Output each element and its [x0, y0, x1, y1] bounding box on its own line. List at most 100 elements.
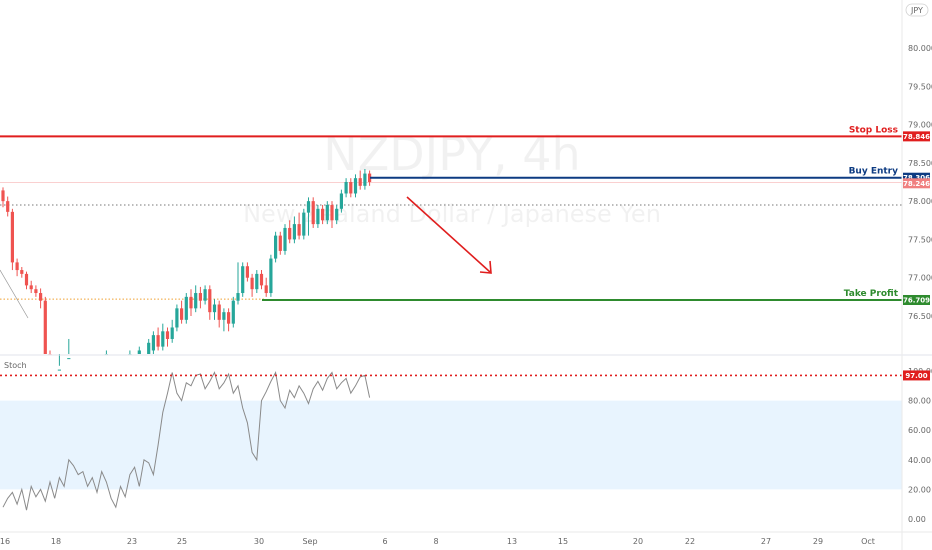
candle	[29, 280, 33, 294]
candle	[241, 262, 245, 297]
currency-badge[interactable]: JPY	[905, 3, 929, 17]
candle	[297, 212, 301, 240]
price-tag	[903, 172, 930, 183]
price-tick-label: 77.500	[908, 235, 932, 244]
candle	[212, 299, 217, 320]
candle	[208, 285, 212, 320]
candle	[274, 231, 278, 263]
candle	[222, 308, 226, 332]
price-tag-text: 78.306	[903, 174, 930, 182]
candle	[34, 285, 38, 297]
time-tick-label: 15	[558, 537, 568, 546]
candle	[184, 293, 188, 324]
time-tick-label: 6	[382, 537, 387, 546]
price-tick-label: 78.500	[908, 159, 932, 168]
trade-levels[interactable]: Stop Loss 78.846 Buy Entry 78.306 Take Profi…	[0, 125, 930, 305]
candle	[255, 270, 259, 294]
candle	[180, 300, 184, 324]
candle	[250, 273, 254, 297]
candle	[283, 224, 287, 255]
stoch-tick-label: 20.00	[908, 485, 931, 494]
candle	[344, 178, 348, 198]
level-label: Stop Loss	[849, 125, 898, 135]
time-axis[interactable]: 16 18 23 25 30 Sep 6 8 13 15 20 22 27 29 Oct	[0, 537, 875, 546]
time-tick-label: Oct	[861, 537, 875, 546]
last-price-tag: 78.246	[903, 178, 930, 189]
candle	[156, 327, 160, 351]
candles	[1, 168, 372, 371]
candle	[203, 285, 207, 305]
candle	[335, 204, 339, 225]
price-tick-label: 80.000	[908, 44, 932, 53]
candle	[231, 296, 235, 328]
indicator-label: Stoch	[4, 361, 27, 370]
candle	[57, 354, 61, 371]
price-tag	[903, 131, 930, 142]
stoch-band	[0, 400, 902, 490]
candle	[358, 170, 362, 190]
price-tag-text: 78.846	[903, 133, 930, 141]
level-buy-entry[interactable]: Buy Entry 78.306	[370, 167, 930, 183]
candle	[10, 208, 14, 271]
candle	[24, 271, 29, 290]
candle	[292, 216, 296, 244]
level-label: Take Profit	[844, 289, 899, 299]
stoch-tick-label: 80.00	[908, 397, 931, 406]
candle	[6, 196, 10, 217]
candle	[137, 346, 141, 354]
candle	[339, 189, 343, 213]
candle	[1, 187, 5, 208]
candle	[288, 220, 292, 244]
candle	[217, 300, 221, 328]
candle	[236, 262, 240, 305]
currency-badge-label: JPY	[910, 6, 923, 15]
stoch-tick-label: 0.00	[908, 515, 926, 524]
candle	[175, 304, 179, 332]
last-price-tag-text: 78.246	[903, 180, 930, 188]
time-tick-label: 27	[761, 537, 771, 546]
price-axis[interactable]: 80.000 79.500 79.000 78.500 78.000 77.500 77.0…	[908, 44, 932, 321]
candle	[189, 289, 193, 316]
candle	[198, 286, 202, 309]
time-tick-label: 22	[685, 537, 695, 546]
stoch-band-fill	[0, 400, 902, 490]
candle	[353, 174, 358, 198]
candle	[170, 319, 174, 343]
candle	[165, 327, 170, 347]
candle	[43, 296, 47, 354]
price-tag-text: 76.709	[903, 296, 930, 304]
candle	[325, 201, 329, 225]
candle	[147, 338, 151, 354]
candle	[227, 308, 231, 332]
price-tick-label: 76.500	[908, 312, 932, 321]
time-tick-label: 23	[127, 537, 137, 546]
time-tick-label: 30	[254, 537, 264, 546]
candle	[368, 170, 372, 186]
candle	[316, 204, 320, 228]
candle	[20, 266, 24, 278]
stoch-level-tag	[903, 370, 930, 381]
candle	[161, 323, 165, 351]
annotation-arrow[interactable]	[406, 196, 492, 274]
time-tick-label: 25	[177, 537, 187, 546]
time-tick-label: Sep	[302, 537, 317, 546]
level-take-profit[interactable]: Take Profit 76.709	[262, 289, 930, 305]
time-tick-label: 29	[813, 537, 823, 546]
candle	[264, 277, 268, 297]
candle	[39, 288, 43, 309]
candle	[269, 254, 273, 297]
price-tick-label: 79.500	[908, 82, 932, 91]
symbol-watermark: NZDJPY, 4h	[323, 127, 580, 181]
price-tick-label: 78.000	[908, 197, 932, 206]
time-tick-label: 16	[0, 537, 10, 546]
trend-line	[0, 269, 29, 319]
arrow-shaft	[406, 196, 491, 273]
candle	[321, 204, 325, 225]
time-tick-label: 13	[507, 537, 517, 546]
arrow-head	[479, 260, 492, 274]
level-stop-loss[interactable]: Stop Loss 78.846	[0, 125, 930, 142]
stoch-level-tag-text: 97.00	[905, 372, 927, 380]
stoch-tick-label: 60.00	[908, 426, 931, 435]
